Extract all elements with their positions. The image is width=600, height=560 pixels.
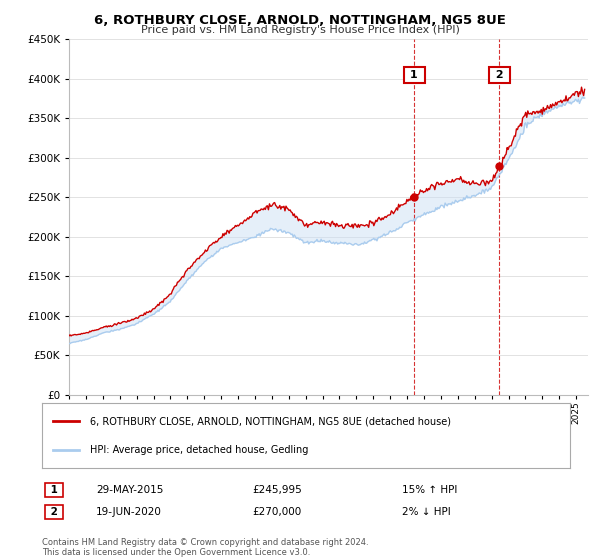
Text: 6, ROTHBURY CLOSE, ARNOLD, NOTTINGHAM, NG5 8UE (detached house): 6, ROTHBURY CLOSE, ARNOLD, NOTTINGHAM, N… — [89, 416, 451, 426]
Text: 2: 2 — [491, 70, 507, 80]
Text: 2% ↓ HPI: 2% ↓ HPI — [402, 507, 451, 517]
Text: 29-MAY-2015: 29-MAY-2015 — [96, 485, 163, 495]
Text: Price paid vs. HM Land Registry's House Price Index (HPI): Price paid vs. HM Land Registry's House … — [140, 25, 460, 35]
Text: HPI: Average price, detached house, Gedling: HPI: Average price, detached house, Gedl… — [89, 445, 308, 455]
Text: £245,995: £245,995 — [252, 485, 302, 495]
Text: 1: 1 — [406, 70, 422, 80]
Text: 6, ROTHBURY CLOSE, ARNOLD, NOTTINGHAM, NG5 8UE: 6, ROTHBURY CLOSE, ARNOLD, NOTTINGHAM, N… — [94, 14, 506, 27]
Text: 19-JUN-2020: 19-JUN-2020 — [96, 507, 162, 517]
Text: 15% ↑ HPI: 15% ↑ HPI — [402, 485, 457, 495]
Text: 2: 2 — [47, 507, 61, 517]
Text: £270,000: £270,000 — [252, 507, 301, 517]
Text: Contains HM Land Registry data © Crown copyright and database right 2024.
This d: Contains HM Land Registry data © Crown c… — [42, 538, 368, 557]
Text: 1: 1 — [47, 485, 61, 495]
